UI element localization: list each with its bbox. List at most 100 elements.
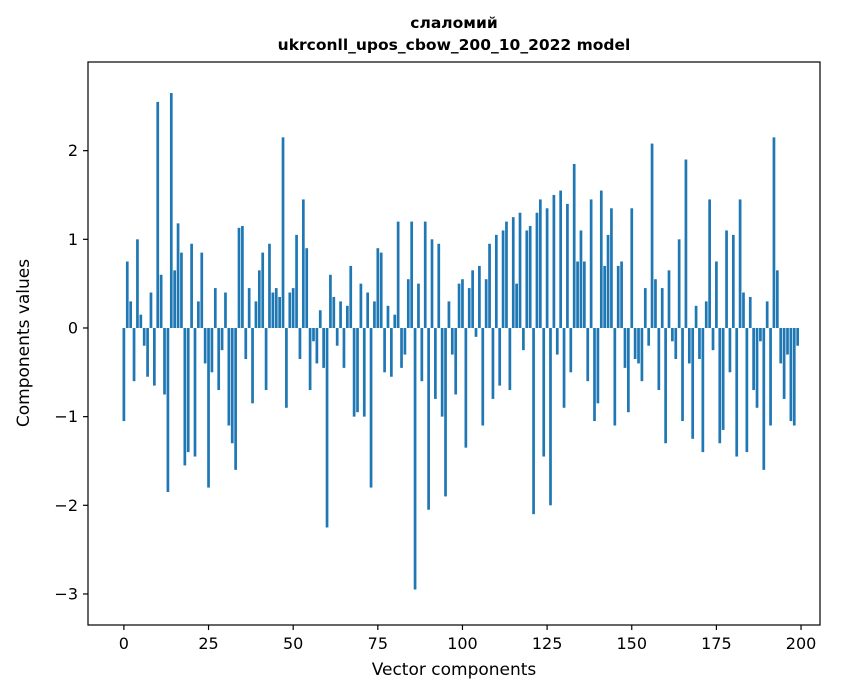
bar <box>362 327 366 417</box>
bar <box>708 199 711 328</box>
bar <box>396 221 400 328</box>
bar <box>596 327 600 404</box>
bar <box>752 327 755 391</box>
bar <box>410 221 414 328</box>
bar <box>281 137 285 328</box>
bar <box>373 301 376 328</box>
bar <box>650 143 654 328</box>
x-tick-label: 125 <box>532 634 563 653</box>
bar <box>572 163 576 328</box>
bar <box>383 327 386 373</box>
x-axis-label: Vector components <box>371 660 537 680</box>
bar <box>701 327 705 453</box>
bar <box>610 208 613 328</box>
bar <box>779 327 783 364</box>
bar <box>434 327 437 399</box>
x-tick-label: 50 <box>283 634 303 653</box>
bar <box>244 327 248 360</box>
bar <box>545 208 549 328</box>
bar <box>153 327 156 386</box>
bar <box>295 234 298 328</box>
bar <box>583 261 586 328</box>
bar <box>285 327 288 408</box>
axes-spines <box>87 61 821 626</box>
bar <box>379 252 383 328</box>
bar <box>230 327 234 444</box>
bar <box>176 223 180 328</box>
bar <box>576 261 579 328</box>
bar <box>538 199 542 328</box>
x-tick-label: 100 <box>447 634 478 653</box>
bar <box>339 301 342 328</box>
bar <box>315 327 319 364</box>
bar <box>671 327 674 342</box>
bar <box>711 327 715 351</box>
bar <box>464 327 468 448</box>
bar <box>535 212 539 328</box>
bar <box>569 327 573 373</box>
bar <box>447 301 451 328</box>
bar <box>525 230 529 328</box>
bar <box>792 327 796 426</box>
bar <box>197 301 200 328</box>
y-tick-label: 1 <box>68 230 78 249</box>
y-tick-label: −2 <box>54 496 78 515</box>
bar <box>332 296 336 328</box>
bar <box>440 327 444 417</box>
bar <box>674 327 678 360</box>
bar <box>647 327 651 346</box>
bar <box>633 327 637 360</box>
bar <box>125 261 129 328</box>
bar <box>305 248 309 328</box>
bar <box>627 327 630 413</box>
bar <box>549 327 552 506</box>
bar <box>420 327 424 382</box>
bar <box>450 327 454 355</box>
bar <box>224 292 227 328</box>
bar <box>745 327 749 453</box>
bar <box>677 239 681 328</box>
bar <box>643 288 647 328</box>
bar <box>654 279 657 328</box>
bar <box>755 327 759 408</box>
bar <box>586 327 590 382</box>
bar <box>349 265 353 328</box>
bar <box>291 288 295 328</box>
bar <box>393 314 397 328</box>
bar <box>400 327 403 368</box>
bar <box>163 327 166 395</box>
bar <box>356 327 359 413</box>
x-tick-label: 200 <box>786 634 817 653</box>
bar <box>511 217 515 328</box>
bar <box>687 327 691 364</box>
bar <box>203 327 207 364</box>
bar <box>390 327 393 377</box>
bar <box>366 292 370 328</box>
bar <box>796 327 800 346</box>
bar <box>681 327 684 422</box>
bar <box>715 261 718 328</box>
bar <box>684 159 688 328</box>
bar <box>318 310 322 328</box>
bar <box>322 327 325 368</box>
y-tick-label: 0 <box>68 318 78 337</box>
bar <box>169 93 173 328</box>
x-tick-label: 175 <box>701 634 732 653</box>
bar <box>542 327 546 457</box>
bar <box>183 327 187 466</box>
x-tick-label: 0 <box>119 634 129 653</box>
bar <box>461 279 464 328</box>
bar <box>698 327 701 360</box>
bar <box>765 301 769 328</box>
bar <box>308 327 312 391</box>
bar <box>254 301 258 328</box>
chart-title-model: ukrconll_upos_cbow_200_10_2022 model <box>277 36 631 54</box>
bar <box>660 288 664 328</box>
bar <box>484 279 488 328</box>
bar <box>522 327 525 351</box>
bar <box>444 327 447 497</box>
bar <box>156 101 160 328</box>
bar <box>301 199 305 328</box>
bar <box>278 296 281 328</box>
